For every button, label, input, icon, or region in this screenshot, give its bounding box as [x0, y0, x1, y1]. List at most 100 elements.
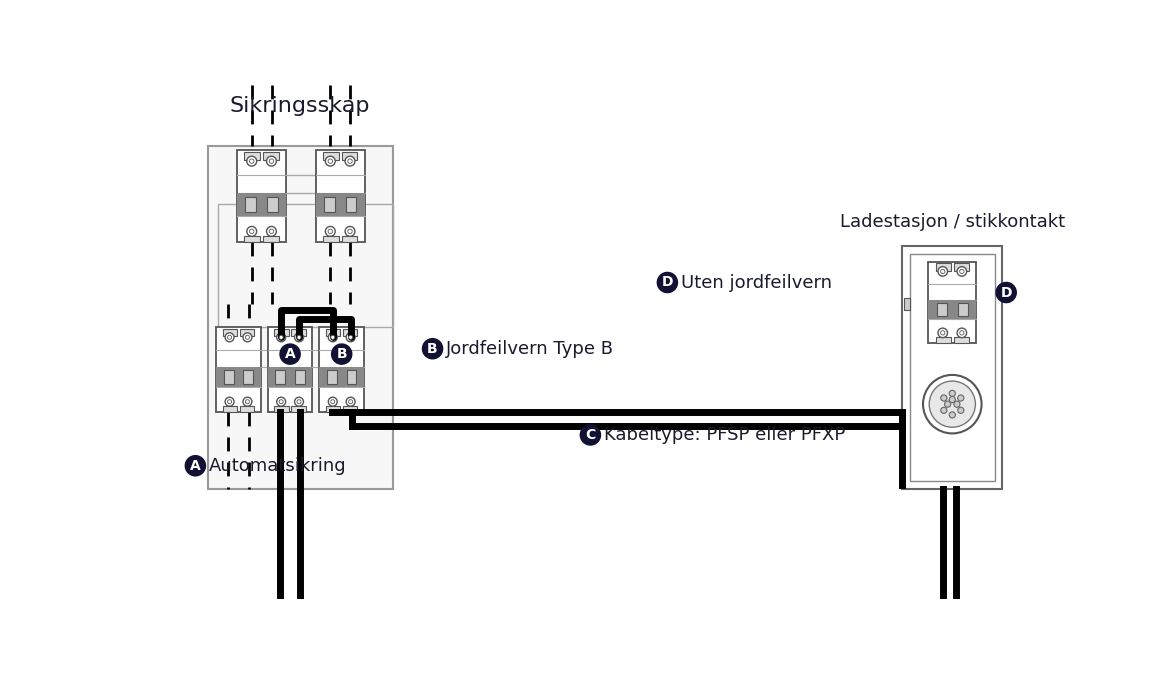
Bar: [263, 152, 279, 160]
Bar: [223, 370, 234, 384]
Bar: [954, 337, 969, 343]
Bar: [936, 337, 951, 343]
Bar: [243, 370, 254, 384]
Bar: [343, 329, 358, 336]
Bar: [240, 329, 254, 336]
Circle shape: [950, 412, 955, 418]
Bar: [267, 367, 313, 387]
Circle shape: [328, 229, 332, 234]
Bar: [342, 236, 358, 242]
Bar: [320, 367, 364, 387]
Bar: [323, 152, 338, 160]
Bar: [323, 236, 338, 242]
Circle shape: [245, 335, 249, 339]
Circle shape: [328, 397, 337, 406]
Circle shape: [940, 269, 945, 273]
Circle shape: [225, 333, 234, 342]
Circle shape: [945, 401, 951, 407]
Circle shape: [249, 159, 254, 164]
Bar: [245, 197, 256, 213]
Circle shape: [950, 396, 955, 402]
Circle shape: [328, 159, 332, 164]
Bar: [237, 194, 286, 215]
Bar: [903, 298, 910, 310]
Text: B: B: [336, 347, 347, 361]
Bar: [315, 150, 365, 242]
Text: Jordfeilvern Type B: Jordfeilvern Type B: [446, 340, 615, 358]
Bar: [276, 370, 285, 384]
Circle shape: [270, 159, 273, 164]
Text: Ladestasjon / stikkontakt: Ladestasjon / stikkontakt: [840, 213, 1065, 231]
Circle shape: [184, 455, 206, 476]
Text: Sikringsskap: Sikringsskap: [229, 96, 371, 116]
Text: Uten jordfeilvern: Uten jordfeilvern: [681, 273, 833, 291]
Bar: [327, 370, 337, 384]
Circle shape: [347, 229, 352, 234]
Circle shape: [345, 156, 356, 166]
Circle shape: [331, 335, 335, 339]
Circle shape: [247, 156, 257, 166]
Circle shape: [346, 333, 356, 342]
Circle shape: [940, 330, 945, 335]
Circle shape: [957, 267, 967, 276]
Bar: [267, 197, 278, 213]
Circle shape: [929, 381, 975, 427]
Circle shape: [296, 335, 301, 339]
Text: D: D: [1001, 285, 1012, 299]
Circle shape: [279, 343, 301, 365]
Circle shape: [346, 397, 356, 406]
Text: D: D: [661, 275, 673, 289]
Circle shape: [347, 159, 352, 164]
Circle shape: [958, 395, 963, 401]
Bar: [244, 236, 261, 242]
Bar: [936, 263, 951, 271]
Circle shape: [228, 400, 232, 404]
Circle shape: [349, 335, 353, 339]
Circle shape: [958, 407, 963, 413]
Circle shape: [270, 229, 273, 234]
Circle shape: [940, 407, 947, 413]
Bar: [929, 262, 976, 343]
Text: Automatsikring: Automatsikring: [210, 457, 347, 474]
Bar: [343, 406, 358, 412]
Bar: [346, 370, 357, 384]
Bar: [324, 197, 335, 213]
Circle shape: [580, 424, 601, 446]
Circle shape: [938, 328, 947, 338]
Circle shape: [266, 156, 277, 166]
Text: A: A: [285, 347, 295, 361]
Circle shape: [950, 390, 955, 396]
Bar: [315, 194, 365, 215]
Bar: [217, 327, 261, 412]
Bar: [274, 329, 288, 336]
Circle shape: [345, 226, 356, 236]
Bar: [263, 236, 279, 242]
Text: Kabeltype: PFSP eller PFXP: Kabeltype: PFSP eller PFXP: [604, 426, 845, 444]
Bar: [222, 406, 237, 412]
Circle shape: [247, 226, 257, 236]
Circle shape: [294, 333, 303, 342]
Circle shape: [328, 333, 337, 342]
Circle shape: [923, 375, 982, 433]
Circle shape: [279, 400, 284, 404]
Bar: [219, 204, 393, 327]
Bar: [937, 303, 947, 316]
Bar: [327, 406, 340, 412]
Circle shape: [325, 156, 335, 166]
Circle shape: [331, 343, 352, 365]
Bar: [342, 152, 358, 160]
Circle shape: [243, 333, 252, 342]
Circle shape: [996, 282, 1017, 304]
Circle shape: [960, 269, 963, 273]
Circle shape: [325, 226, 335, 236]
Circle shape: [225, 397, 234, 406]
Circle shape: [954, 401, 960, 407]
Circle shape: [938, 267, 947, 276]
Bar: [222, 329, 237, 336]
Bar: [274, 406, 288, 412]
Circle shape: [296, 400, 301, 404]
Bar: [929, 299, 976, 319]
Text: B: B: [427, 342, 438, 356]
Circle shape: [657, 272, 679, 293]
Bar: [267, 327, 313, 412]
